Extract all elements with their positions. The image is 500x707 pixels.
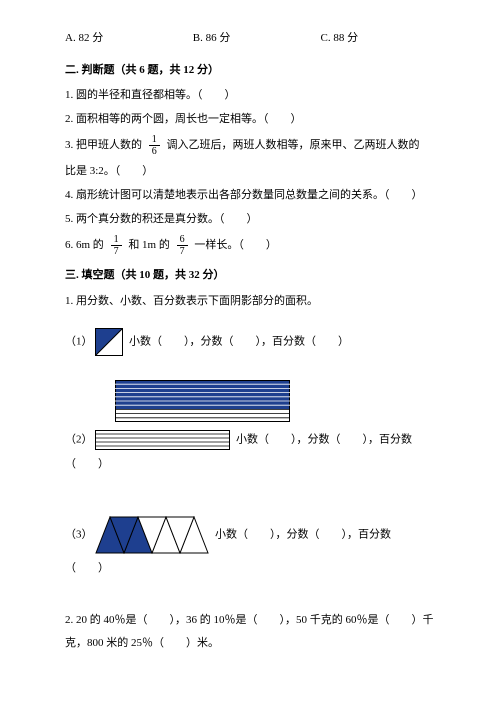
s2-q3-line2: 比是 3:2。（ ） (65, 163, 445, 181)
s3-q1-sub3: （3） 小数（ ），分数（ ），百分数 (65, 516, 445, 554)
fraction-1-7: 17 (111, 234, 122, 257)
sub3-text-cont: （ ） (65, 560, 445, 578)
option-a: A. 82 分 (65, 30, 190, 48)
figure-stripes-empty (95, 430, 230, 450)
figure-stripes-filled (115, 380, 290, 422)
s3-q2-line2: 克，800 米的 25％（ ）米。 (65, 635, 445, 653)
s2-q5: 5. 两个真分数的积还是真分数。（ ） (65, 211, 445, 229)
s3-q1-sub2: （2） 小数（ ），分数（ ），百分数 (65, 430, 445, 450)
s2-q3-text-b: 调入乙班后，两班人数相等，原来甲、乙两班人数的 (167, 139, 420, 151)
s3-q2-line1: 2. 20 的 40％是（ ），36 的 10％是（ ），50 千克的 60％是… (65, 612, 445, 630)
s2-q3-text-a: 3. 把甲班人数的 (65, 139, 142, 151)
sub1-label: （1） (65, 336, 93, 348)
fraction-1-6: 16 (149, 134, 160, 157)
figure-square-diagonal (95, 328, 123, 356)
sub2-label: （2） (65, 434, 93, 446)
s2-q4: 4. 扇形统计图可以清楚地表示出各部分数量同总数量之间的关系。（ ） (65, 187, 445, 205)
sub1-text: 小数（ ），分数（ ），百分数（ ） (129, 336, 349, 348)
option-c: C. 88 分 (321, 30, 359, 48)
s3-q1: 1. 用分数、小数、百分数表示下面阴影部分的面积。 (65, 293, 445, 311)
s2-q6-text-c: 一样长。（ ） (194, 239, 277, 251)
fraction-6-7: 67 (177, 234, 188, 257)
section-2-title: 二. 判断题（共 6 题，共 12 分） (65, 62, 445, 80)
s2-q1: 1. 圆的半径和直径都相等。（ ） (65, 87, 445, 105)
s2-q2: 2. 面积相等的两个圆，周长也一定相等。（ ） (65, 111, 445, 129)
s2-q6-text-b: 和 1m 的 (128, 239, 170, 251)
option-b: B. 86 分 (193, 30, 318, 48)
sub2-text-cont: （ ） (65, 456, 445, 474)
sub3-label: （3） (65, 528, 93, 540)
s2-q3: 3. 把甲班人数的 16 调入乙班后，两班人数相等，原来甲、乙两班人数的 (65, 134, 445, 157)
sub3-text: 小数（ ），分数（ ），百分数 (215, 528, 391, 540)
figure-triangles (95, 516, 209, 554)
section-3-title: 三. 填空题（共 10 题，共 32 分） (65, 267, 445, 285)
s2-q6: 6. 6m 的 17 和 1m 的 67 一样长。（ ） (65, 234, 445, 257)
sub2-text: 小数（ ），分数（ ），百分数 (236, 434, 412, 446)
s2-q6-text-a: 6. 6m 的 (65, 239, 104, 251)
s3-q1-sub1: （1） 小数（ ），分数（ ），百分数（ ） (65, 328, 445, 356)
